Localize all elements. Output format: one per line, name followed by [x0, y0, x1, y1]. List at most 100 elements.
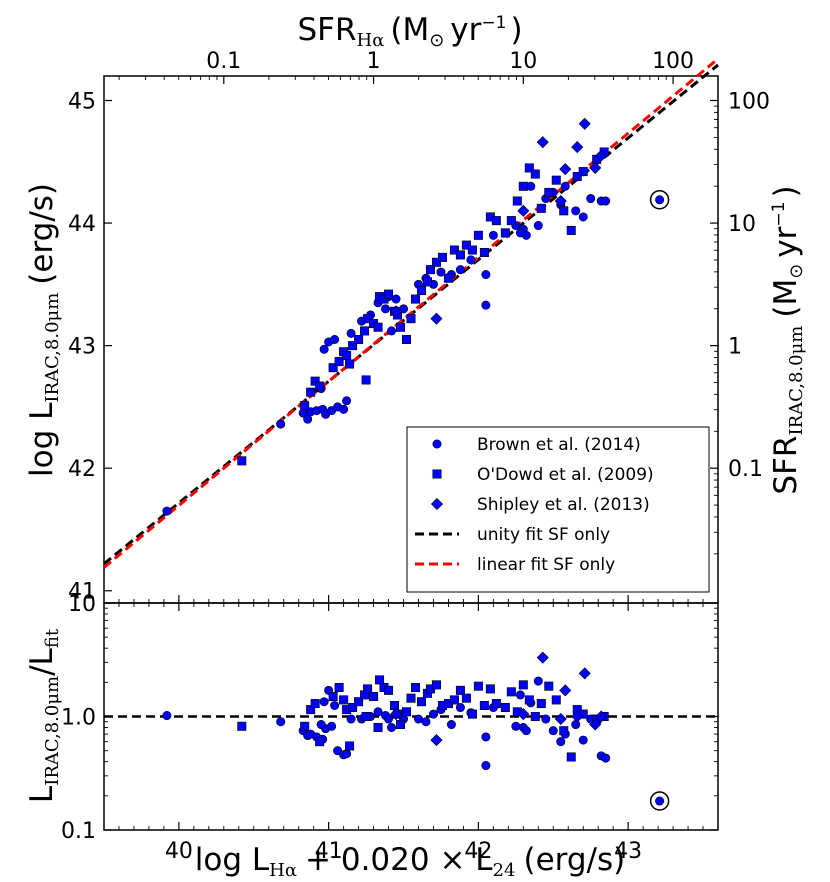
bottom-point-circle [578, 735, 588, 745]
bottom-point-square [467, 709, 477, 719]
top-point-square [416, 285, 426, 295]
bottom-point-diamond [430, 734, 443, 747]
top-point-circle [339, 404, 349, 414]
right-axis-label-sub: IRAC,8.0μm [786, 326, 807, 436]
top-point-circle [601, 196, 611, 206]
x-label-unit: (erg/s) [523, 842, 625, 878]
bottom-point-circle [541, 714, 551, 724]
bottom-point-circle [373, 707, 383, 717]
legend-label: Brown et al. (2014) [477, 435, 641, 455]
legend-label: unity fit SF only [477, 525, 610, 545]
bottom-point-square [431, 680, 441, 690]
bottom-point-square [485, 684, 495, 694]
bottom-point-circle [548, 726, 558, 736]
top-point-circle [526, 181, 536, 191]
bottom-point-square [491, 699, 501, 709]
bottom-point-square [410, 683, 420, 693]
bottom-point-square [479, 701, 489, 711]
bottom-point-diamond [595, 710, 608, 723]
bottom-point-circle [387, 722, 397, 732]
top-point-square [530, 169, 540, 179]
top-point-square [512, 196, 522, 206]
bottom-point-circle [481, 761, 491, 771]
x-tick-label: 40 [165, 839, 193, 864]
top-point-square [536, 203, 546, 213]
y-tick-label: 42 [68, 457, 96, 482]
x-label-sub2: 24 [493, 860, 516, 881]
bottom-point-circle [330, 701, 340, 711]
x-tick-label: 42 [464, 839, 492, 864]
bottom-point-circle [481, 732, 491, 742]
top-point-circle [342, 396, 352, 406]
top-point-diamond [554, 194, 567, 208]
top-point-square [431, 257, 441, 267]
right-axis-label-main: SFR [768, 436, 804, 495]
y-tick-label: 43 [68, 335, 96, 360]
top-point-square [437, 252, 447, 262]
x-label-main: log L [195, 842, 270, 878]
top-y-label-main: log L [24, 402, 60, 477]
x-label-sub: Hα [269, 860, 297, 881]
bottom-point-square [559, 726, 569, 736]
bottom-point-circle [601, 753, 611, 763]
bottom-point-circle [556, 737, 566, 747]
right-axis-label-exp: −1 [769, 202, 789, 227]
top-point-diamond [595, 149, 608, 162]
top-point-square [410, 294, 420, 304]
top-point-circle [319, 344, 329, 354]
top-outlier-ring [649, 190, 670, 210]
bottom-point-square [390, 701, 400, 711]
bottom-point-circle [533, 676, 543, 686]
top-point-diamond [589, 161, 602, 174]
top-point-square [354, 334, 364, 344]
bottom-point-square [348, 703, 358, 713]
top-point-circle [436, 267, 446, 277]
top-point-square [500, 228, 510, 238]
top-point-square [473, 230, 483, 240]
bottom-point-circle [413, 714, 423, 724]
top-point-square [345, 359, 355, 369]
legend-marker-square [432, 469, 442, 479]
bottom-y-axis-label: LIRAC,8.0μm/Lfit [24, 628, 63, 803]
bottom-point-diamond [517, 708, 530, 721]
legend-label: Shipley et al. (2013) [477, 495, 650, 515]
top-point-square [443, 273, 453, 283]
top-point-square [361, 375, 371, 385]
top-point-circle [586, 194, 596, 204]
bottom-point-square [363, 684, 373, 694]
top-point-circle [560, 181, 570, 191]
top-axis-label-tail: yr [450, 12, 481, 48]
bottom-point-square [315, 737, 325, 747]
bottom-point-diamond [559, 684, 572, 697]
top-point-diamond [390, 305, 403, 318]
top-point-square [506, 216, 516, 226]
bottom-y-label-slash: /L [24, 647, 60, 675]
y-tick-label: 45 [68, 90, 96, 115]
top-axis-label-unit: (M [390, 12, 429, 48]
bottom-point-circle [446, 720, 456, 730]
legend-marker-circle [432, 439, 442, 449]
bottom-point-square [500, 703, 510, 713]
bottom-point-square [566, 752, 576, 762]
top-point-square [315, 381, 325, 391]
top-axis-label: SFRHα (M⊙ yr−1) [297, 12, 522, 51]
bottom-point-square [354, 697, 364, 707]
bottom-point-square [473, 681, 483, 691]
bottom-point-square [524, 695, 534, 705]
top-point-diamond [517, 204, 530, 217]
bottom-point-square [361, 711, 371, 721]
top-point-square [544, 187, 554, 197]
top-point-square [479, 247, 489, 257]
right-axis-tick-label: 1 [728, 335, 742, 360]
bottom-point-circle [421, 717, 431, 727]
bottom-point-square [406, 693, 416, 703]
top-point-square [342, 350, 352, 360]
bottom-point-circle [316, 720, 326, 730]
bottom-point-square [310, 699, 320, 709]
top-point-square [491, 216, 501, 226]
bottom-point-circle [384, 714, 394, 724]
bottom-y-tick-label: 1.0 [61, 706, 96, 731]
top-point-circle [330, 334, 340, 344]
top-point-square [384, 289, 394, 299]
bottom-point-square [506, 687, 516, 697]
